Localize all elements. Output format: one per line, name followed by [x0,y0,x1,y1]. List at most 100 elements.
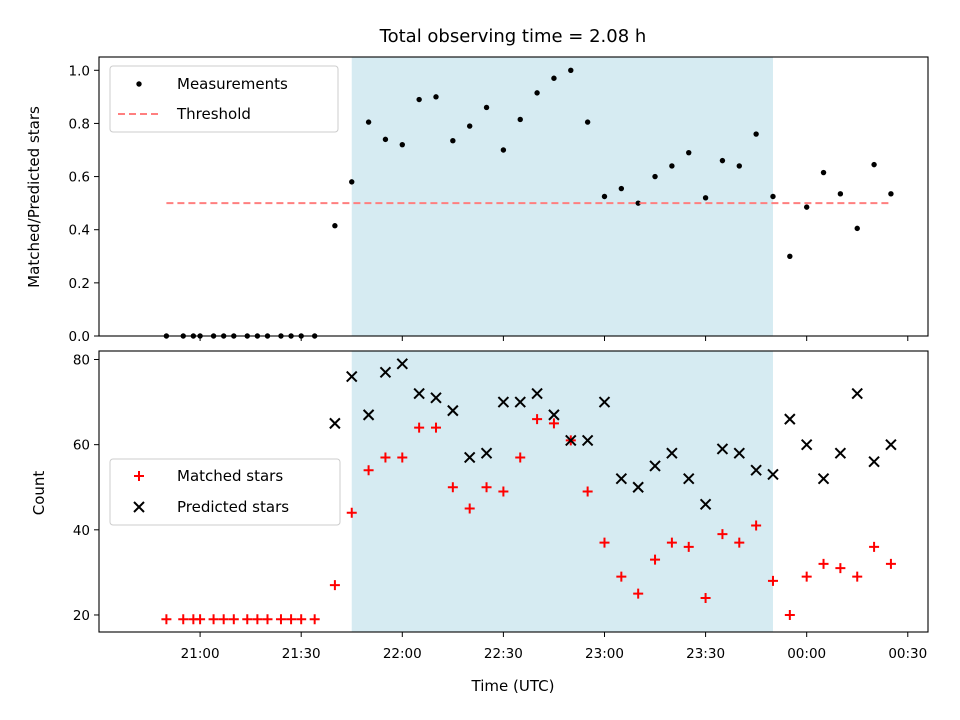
matched-star-point [650,554,661,565]
measurement-point [753,131,759,137]
predicted-star-point [683,473,695,485]
top-y-tick-label: 0.8 [69,116,90,132]
matched-star-point [242,614,253,625]
matched-star-point [309,614,320,625]
matched-star-point [329,580,340,591]
matched-star-point [835,563,846,574]
measurement-point [450,138,456,144]
matched-star-point [195,614,206,625]
matched-star-point [852,571,863,582]
top-axes-frame [98,56,929,337]
measurement-point [416,96,422,103]
measurement-point [871,161,877,168]
measurement-point [787,253,793,259]
matched-star-point [717,529,728,540]
top-y-tick-label: 0.6 [69,170,90,186]
matched-star-point [818,558,829,569]
matched-star-point [869,541,880,552]
predicted-star-point [581,434,594,447]
matched-star-point [700,592,711,603]
measurement-point [534,90,540,96]
predicted-star-point [346,370,358,383]
bottom-y-tick-label: 20 [73,608,90,624]
predicted-star-point [649,460,661,472]
matched-star-point [515,452,526,463]
measurement-point [568,67,574,73]
legend-predicted-marker [133,501,145,513]
bottom-legend-box [109,458,341,526]
matched-star-point [262,614,273,625]
top-axis-ticks: 0.0 0.2 0.4 0.6 0.8 1.0 [69,63,909,345]
matched-star-point [275,614,286,625]
matched-star-point [481,482,492,493]
predicted-star-point [548,409,560,421]
x-tick-label: 22:30 [484,646,523,662]
top-data-marks [163,67,894,339]
matched-star-point [346,507,357,518]
measurement-point [686,149,692,156]
measurement-point [837,191,844,197]
x-tick-label: 23:30 [686,646,725,662]
matched-star-point [397,452,408,463]
chart-title: Total observing time = 2.08 h [379,26,647,47]
measurement-point [854,225,860,232]
bottom-y-tick-label: 80 [73,353,90,369]
matched-star-point [178,614,189,625]
top-y-tick-label: 1.0 [69,63,90,79]
measurement-point [652,173,658,180]
matched-star-point [548,418,559,429]
predicted-star-point [632,481,644,493]
measurement-point [584,119,591,125]
predicted-star-point [851,387,863,400]
matched-star-point [683,541,694,552]
predicted-star-point [834,447,847,459]
matched-star-point [599,537,610,548]
legend-measurement-marker [136,81,142,87]
predicted-star-point [430,392,442,404]
matched-star-point [363,465,374,476]
measurement-point [500,147,507,153]
measurement-point [483,104,490,111]
measurement-point [365,119,372,125]
predicted-star-point [413,387,425,400]
matched-star-point [582,486,593,497]
measurement-point [736,163,742,169]
measurement-point [770,193,776,200]
predicted-star-point [362,409,375,421]
measurement-point [466,123,473,129]
measurement-point [382,136,389,143]
matched-star-point [767,575,778,586]
top-panel: 0.0 0.2 0.4 0.6 0.8 1.0 Matched/Predicted sta… [25,56,929,345]
predicted-star-point [565,434,577,447]
matched-star-point [218,614,229,625]
matched-star-point [161,614,172,625]
top-y-tick-label: 0.2 [69,276,90,292]
legend-threshold-label: Threshold [176,105,251,123]
measurement-point [803,204,810,210]
measurement-point [820,169,827,176]
matched-star-point [498,486,509,497]
predicted-star-point [868,455,880,468]
legend-matched-marker [134,471,144,481]
predicted-star-point [615,473,628,485]
measurement-point [601,193,608,200]
matched-star-point [208,614,219,625]
matched-star-point [447,482,458,493]
predicted-star-point [531,387,543,400]
top-legend-box [109,65,339,133]
predicted-star-point [800,438,813,451]
matched-star-point [464,503,475,514]
top-legend: Measurements Threshold [109,65,339,133]
measurement-point [635,200,641,206]
measurement-point [399,141,405,148]
predicted-star-point [767,468,779,481]
predicted-star-point [497,396,510,408]
matched-star-point [885,558,896,569]
bottom-observing-window [351,351,773,632]
x-tick-label: 23:00 [585,646,624,662]
bottom-panel: 21:00 21:30 22:00 22:30 23:00 23:30 00:00 00:30… [30,350,929,695]
predicted-star-point [379,366,392,378]
matched-star-point [430,422,441,433]
predicted-star-point [463,451,476,464]
